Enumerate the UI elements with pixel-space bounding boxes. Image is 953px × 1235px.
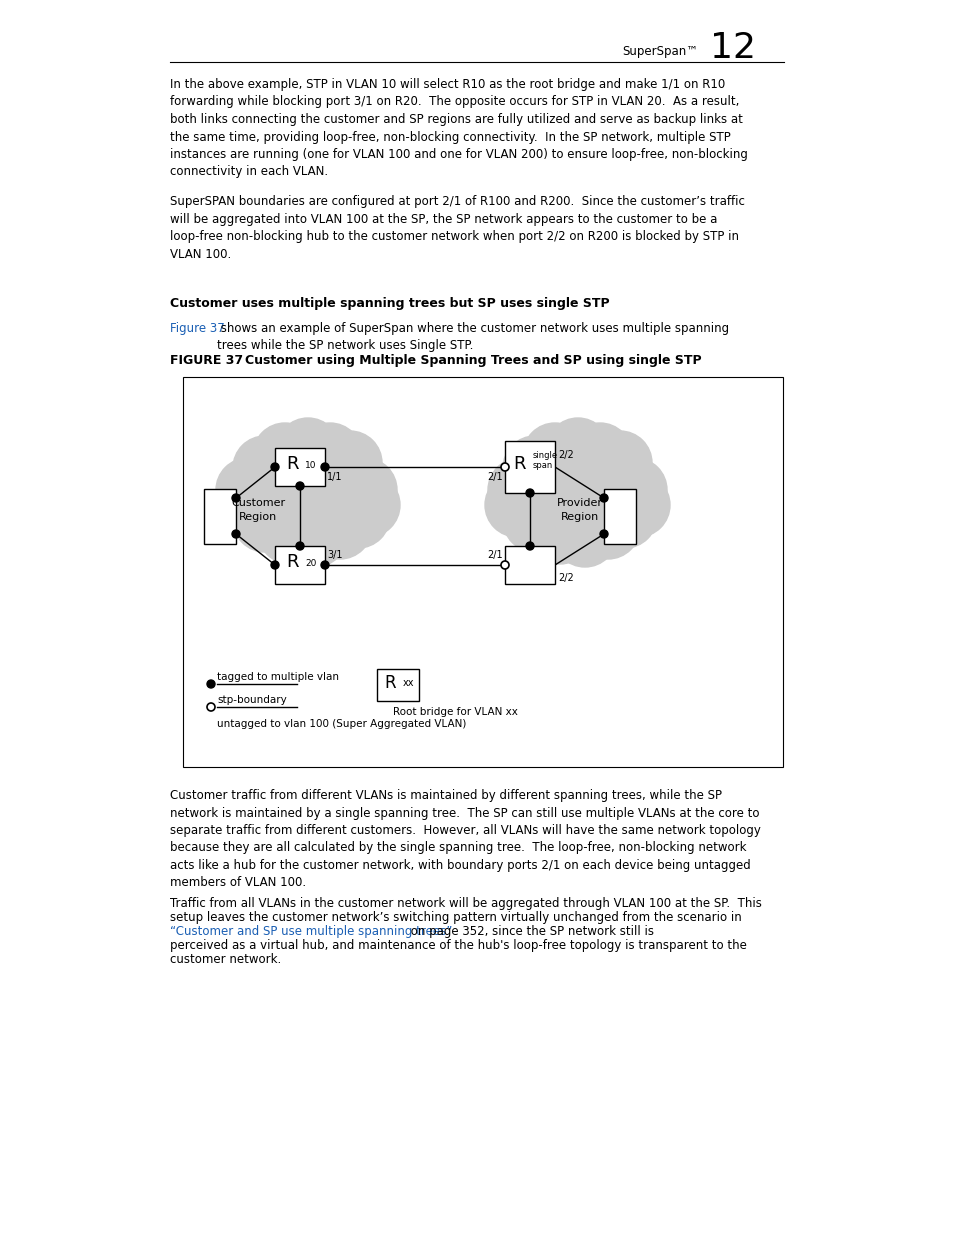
Circle shape (295, 482, 304, 490)
Circle shape (257, 500, 322, 564)
Bar (603, 489, 636, 543)
Circle shape (233, 488, 296, 552)
Circle shape (308, 458, 372, 522)
Circle shape (233, 436, 296, 500)
Circle shape (488, 458, 552, 522)
Text: Root bridge for VLAN xx: Root bridge for VLAN xx (393, 706, 517, 718)
Circle shape (502, 436, 566, 500)
Text: “Customer and SP use multiple spanning trees”: “Customer and SP use multiple spanning t… (170, 925, 452, 939)
Circle shape (271, 463, 278, 471)
Bar (376, 669, 418, 701)
Text: FIGURE 37: FIGURE 37 (170, 354, 243, 367)
Circle shape (317, 431, 381, 495)
Circle shape (500, 561, 509, 569)
Circle shape (207, 680, 214, 688)
Circle shape (578, 458, 641, 522)
Circle shape (335, 473, 399, 537)
Text: perceived as a virtual hub, and maintenance of the hub's loop-free topology is t: perceived as a virtual hub, and maintena… (170, 939, 746, 952)
Text: Traffic from all VLANs in the customer network will be aggregated through VLAN 1: Traffic from all VLANs in the customer n… (170, 897, 761, 910)
Text: SuperSPAN boundaries are configured at port 2/1 of R100 and R200.  Since the cus: SuperSPAN boundaries are configured at p… (170, 195, 744, 261)
Text: shows an example of SuperSpan where the customer network uses multiple spanning
: shows an example of SuperSpan where the … (216, 322, 728, 352)
Circle shape (547, 453, 612, 517)
Circle shape (271, 561, 278, 569)
Text: Provider
Region: Provider Region (557, 499, 602, 521)
Text: xx: xx (402, 678, 414, 688)
Circle shape (207, 703, 214, 711)
Text: stp-boundary: stp-boundary (216, 695, 287, 705)
Circle shape (545, 417, 609, 482)
Circle shape (246, 458, 310, 522)
Text: tagged to multiple vlan: tagged to multiple vlan (216, 672, 338, 682)
Text: 2/1: 2/1 (487, 472, 502, 482)
Circle shape (326, 484, 390, 548)
Text: R: R (514, 454, 526, 473)
Text: 1/1: 1/1 (327, 472, 342, 482)
Circle shape (275, 417, 339, 482)
Circle shape (593, 484, 657, 548)
Text: R: R (287, 454, 299, 473)
Circle shape (517, 478, 581, 542)
Text: 12: 12 (709, 31, 755, 65)
Text: untagged to vlan 100 (Super Aggregated VLAN): untagged to vlan 100 (Super Aggregated V… (216, 719, 466, 729)
Circle shape (283, 503, 347, 567)
Text: single
span: single span (533, 451, 558, 471)
Circle shape (605, 473, 669, 537)
Text: Customer
Region: Customer Region (231, 499, 285, 521)
Circle shape (602, 458, 666, 522)
Text: 20: 20 (305, 559, 316, 568)
Text: setup leaves the customer network’s switching pattern virtually unchanged from t: setup leaves the customer network’s swit… (170, 911, 741, 924)
Circle shape (500, 463, 509, 471)
Text: SuperSpan™: SuperSpan™ (621, 46, 698, 58)
Text: 2/1: 2/1 (487, 550, 502, 559)
Text: 10: 10 (305, 461, 316, 471)
Circle shape (320, 463, 329, 471)
Circle shape (215, 458, 280, 522)
Circle shape (232, 530, 240, 538)
Text: Customer uses multiple spanning trees but SP uses single STP: Customer uses multiple spanning trees bu… (170, 296, 609, 310)
Bar (504, 546, 555, 584)
Circle shape (502, 488, 566, 552)
Circle shape (320, 561, 329, 569)
Bar (183, 377, 782, 767)
Text: Customer using Multiple Spanning Trees and SP using single STP: Customer using Multiple Spanning Trees a… (245, 354, 700, 367)
Text: R: R (287, 553, 299, 571)
Circle shape (275, 478, 339, 542)
Circle shape (553, 503, 617, 567)
Circle shape (297, 424, 361, 487)
Circle shape (587, 431, 651, 495)
Text: 3/1: 3/1 (327, 550, 342, 559)
Text: 2/2: 2/2 (558, 450, 573, 459)
Text: 2/2: 2/2 (558, 573, 573, 583)
Circle shape (308, 495, 372, 559)
Text: In the above example, STP in VLAN 10 will select R10 as the root bridge and make: In the above example, STP in VLAN 10 wil… (170, 78, 747, 179)
Circle shape (333, 458, 396, 522)
Circle shape (599, 494, 607, 501)
Text: Customer traffic from different VLANs is maintained by different spanning trees,: Customer traffic from different VLANs is… (170, 789, 760, 889)
Circle shape (516, 458, 579, 522)
Circle shape (248, 478, 312, 542)
Circle shape (232, 494, 240, 501)
Circle shape (527, 500, 592, 564)
Bar (504, 441, 555, 493)
Text: on page 352, since the SP network still is: on page 352, since the SP network still … (407, 925, 654, 939)
Text: Figure 37: Figure 37 (170, 322, 225, 335)
Circle shape (576, 495, 639, 559)
Circle shape (522, 424, 586, 487)
Circle shape (213, 473, 276, 537)
Bar (204, 489, 235, 543)
Text: customer network.: customer network. (170, 953, 281, 966)
Circle shape (599, 530, 607, 538)
Circle shape (525, 542, 534, 550)
Bar (274, 448, 325, 487)
Text: R: R (384, 674, 395, 692)
Circle shape (253, 424, 316, 487)
Circle shape (525, 489, 534, 496)
Circle shape (295, 542, 304, 550)
Circle shape (545, 478, 609, 542)
Bar (274, 546, 325, 584)
Circle shape (567, 424, 631, 487)
Circle shape (277, 453, 341, 517)
Circle shape (484, 473, 548, 537)
